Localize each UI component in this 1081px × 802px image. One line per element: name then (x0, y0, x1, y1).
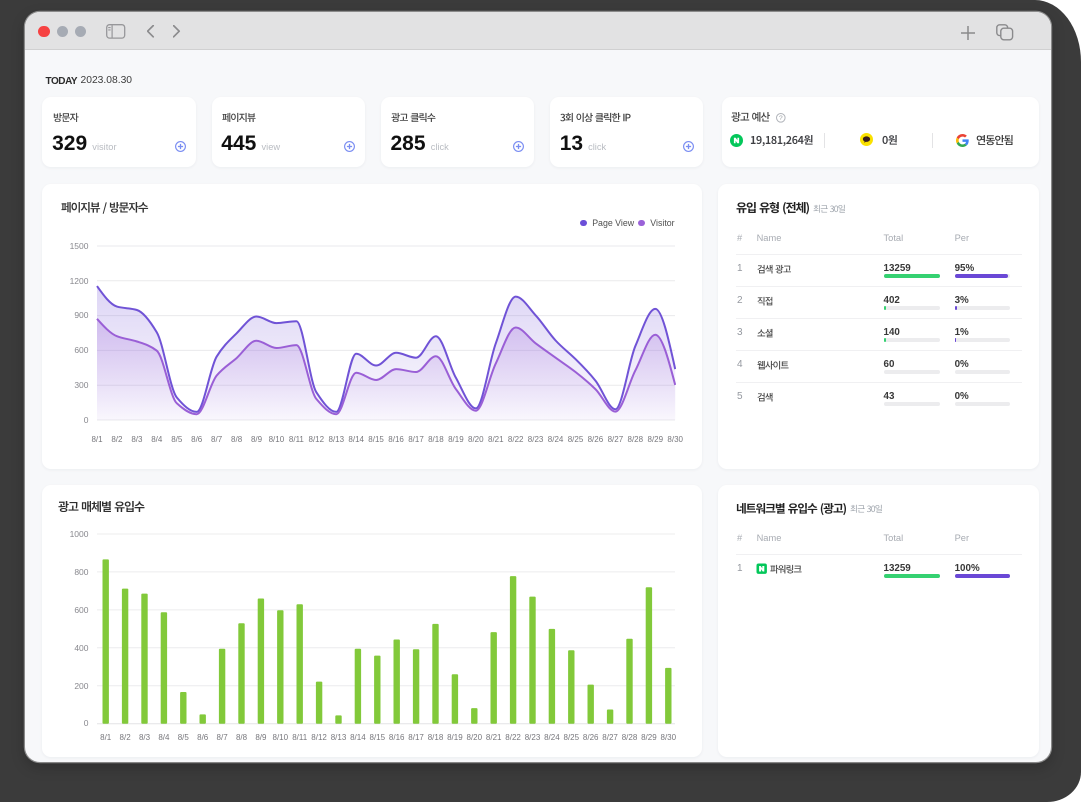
svg-text:?: ? (779, 115, 783, 122)
